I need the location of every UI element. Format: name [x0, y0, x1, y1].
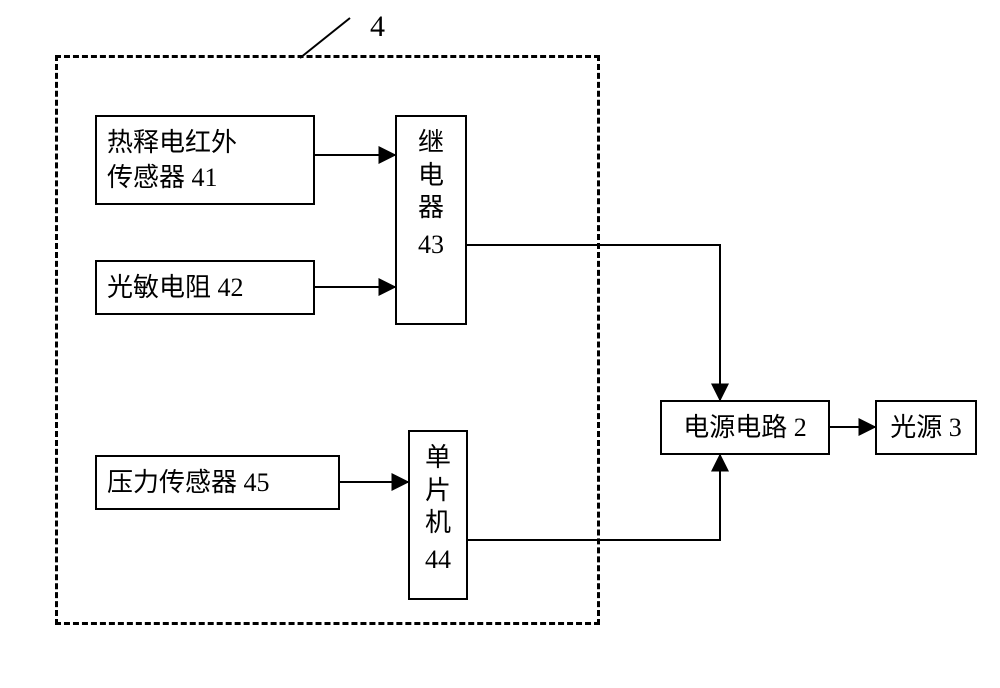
node-mcu-vtext: 单 片 机 44 — [418, 442, 458, 576]
mcu-char-1: 片 — [425, 475, 451, 508]
relay-char-1: 电 — [418, 160, 444, 193]
node-relay-vtext: 继 电 器 43 — [405, 127, 457, 261]
node-power-label: 电源电路 2 — [683, 410, 807, 445]
node-relay: 继 电 器 43 — [395, 115, 467, 325]
node-ldr-label: 光敏电阻 42 — [107, 270, 244, 305]
node-pressure-sensor: 压力传感器 45 — [95, 455, 340, 510]
node-light-label: 光源 3 — [890, 410, 962, 445]
mcu-char-0: 单 — [425, 442, 451, 475]
module-label: 4 — [370, 10, 385, 44]
relay-char-2: 器 — [418, 192, 444, 225]
node-pressure-label: 压力传感器 45 — [107, 465, 270, 500]
node-pir-sensor: 热释电红外 传感器 41 — [95, 115, 315, 205]
relay-char-0: 继 — [418, 127, 444, 160]
module-label-text: 4 — [370, 10, 385, 43]
node-pir-label: 热释电红外 传感器 41 — [107, 125, 237, 195]
node-ldr: 光敏电阻 42 — [95, 260, 315, 315]
relay-num: 43 — [418, 229, 444, 262]
leader-line — [300, 18, 350, 58]
mcu-num: 44 — [425, 544, 451, 577]
node-mcu: 单 片 机 44 — [408, 430, 468, 600]
diagram-canvas: 4 热释电红外 传感器 41 光敏电阻 42 压力传感器 45 继 电 器 43… — [0, 0, 1000, 688]
node-light-source: 光源 3 — [875, 400, 977, 455]
mcu-char-2: 机 — [425, 507, 451, 540]
node-power-circuit: 电源电路 2 — [660, 400, 830, 455]
